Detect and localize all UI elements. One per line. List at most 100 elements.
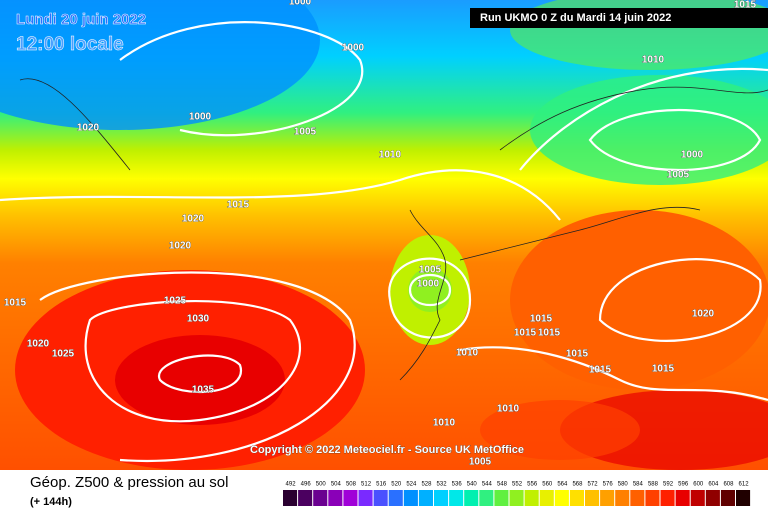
color-swatch (720, 490, 735, 506)
isobar-label: 1000 (417, 279, 440, 290)
isobar-label: 1010 (497, 404, 520, 415)
color-swatch (736, 490, 751, 506)
color-swatch (343, 490, 358, 506)
isobar-label: 1020 (182, 214, 205, 225)
time-label: 12:00 locale (16, 34, 124, 55)
color-swatch (494, 490, 509, 506)
color-swatch (449, 490, 464, 506)
color-swatch (328, 490, 343, 506)
isobar-label: 1025 (52, 349, 75, 360)
scale-label: 552 (512, 482, 523, 488)
scale-label: 568 (572, 482, 583, 488)
isobar-label: 1015 (530, 314, 553, 325)
color-swatch (373, 490, 388, 506)
isobar-label: 1015 (538, 328, 561, 339)
color-swatch (554, 490, 569, 506)
scale-label: 608 (723, 482, 734, 488)
copyright: Copyright © 2022 Meteociel.fr - Source U… (250, 444, 524, 456)
scale-label: 548 (497, 482, 508, 488)
isobar-label: 1000 (342, 43, 365, 54)
scale-label: 496 (301, 482, 312, 488)
scale-label: 536 (452, 482, 463, 488)
scale-label: 572 (588, 482, 599, 488)
isobar-label: 1015 (4, 298, 27, 309)
color-swatch (675, 490, 690, 506)
run-banner (470, 8, 768, 28)
isobar-label: 1015 (734, 0, 757, 11)
map-background (0, 0, 768, 470)
color-swatch (464, 490, 479, 506)
scale-label: 524 (406, 482, 417, 488)
scale-label: 612 (739, 482, 750, 488)
color-swatch (660, 490, 675, 506)
color-swatch (298, 490, 313, 506)
isobar-label: 1015 (566, 349, 589, 360)
scale-label: 540 (467, 482, 478, 488)
isobar-label: 1020 (692, 309, 715, 320)
isobar-label: 1000 (189, 112, 212, 123)
scale-label: 556 (527, 482, 538, 488)
run-label: Run UKMO 0 Z du Mardi 14 juin 2022 (480, 12, 671, 24)
scale-label: 604 (708, 482, 719, 488)
color-swatch (283, 490, 298, 506)
scale-label: 564 (557, 482, 568, 488)
isobar-label: 1010 (379, 150, 402, 161)
color-swatch (690, 490, 705, 506)
footer-lead: (+ 144h) (30, 496, 72, 508)
isobar-label: 1005 (667, 170, 690, 181)
isobar-label: 1015 (589, 365, 612, 376)
color-swatch (600, 490, 615, 506)
isobar-label: 1005 (294, 127, 317, 138)
isobar-labels: 1000 1015 1000 1010 1020 1000 1005 1010 1000 1005… (4, 0, 757, 468)
isobar-label: 1020 (169, 241, 192, 252)
color-swatch (705, 490, 720, 506)
coastlines (19, 78, 768, 381)
color-scale: 492 496 500 504 508 512 516 520 524 528 532 536 540 5… (283, 482, 751, 506)
color-swatch (479, 490, 494, 506)
color-swatch (539, 490, 554, 506)
color-swatch (418, 490, 433, 506)
isobar-label: 1015 (652, 364, 675, 375)
scale-label: 492 (286, 482, 297, 488)
scale-label: 600 (693, 482, 704, 488)
scale-label: 560 (542, 482, 553, 488)
scale-label: 516 (376, 482, 387, 488)
isobar-label: 1020 (77, 123, 100, 134)
scale-label: 508 (346, 482, 357, 488)
isobar-label: 1000 (289, 0, 312, 8)
date-label: Lundi 20 juin 2022 (16, 11, 146, 28)
color-swatch (358, 490, 373, 506)
scale-label: 588 (648, 482, 659, 488)
color-swatch (524, 490, 539, 506)
isobar-label: 1025 (164, 296, 187, 307)
isobar-label: 1010 (433, 418, 456, 429)
scale-label: 580 (618, 482, 629, 488)
scale-label: 520 (391, 482, 402, 488)
scale-label: 592 (663, 482, 674, 488)
isobar-label: 1010 (456, 348, 479, 359)
color-swatch (313, 490, 328, 506)
color-swatch (403, 490, 418, 506)
isobar-label: 1035 (192, 385, 215, 396)
isobar-label: 1015 (514, 328, 537, 339)
color-swatch (630, 490, 645, 506)
color-swatch (615, 490, 630, 506)
scale-label: 500 (316, 482, 327, 488)
scale-label: 532 (437, 482, 448, 488)
isobar-label: 1010 (642, 55, 665, 66)
isobar-label: 1005 (419, 265, 442, 276)
color-swatch (388, 490, 403, 506)
scale-label: 528 (421, 482, 432, 488)
isobar-label: 1020 (27, 339, 50, 350)
isobar-label: 1015 (227, 200, 250, 211)
color-swatch (569, 490, 584, 506)
scale-label: 544 (482, 482, 493, 488)
isobar-label: 1005 (469, 457, 492, 468)
scale-label: 512 (361, 482, 372, 488)
color-swatch (509, 490, 524, 506)
isobar-label: 1000 (681, 150, 704, 161)
color-swatch (585, 490, 600, 506)
color-swatch (645, 490, 660, 506)
